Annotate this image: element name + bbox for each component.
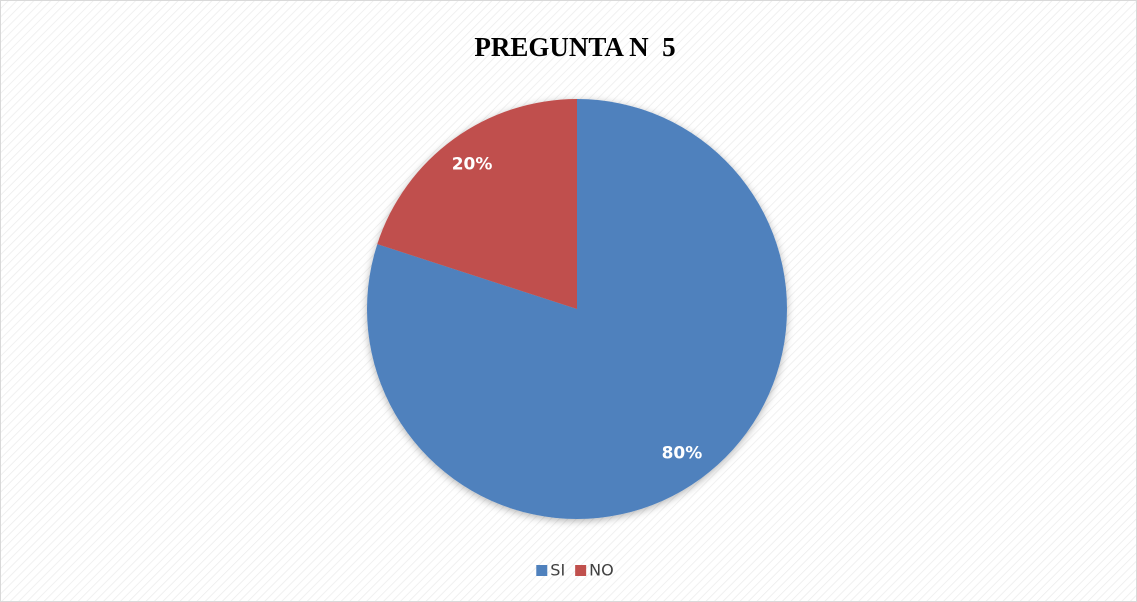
pie-slice bbox=[377, 99, 577, 309]
legend-swatch bbox=[575, 565, 587, 576]
legend-label: SI bbox=[550, 561, 565, 580]
data-label: 80% bbox=[662, 443, 703, 463]
legend-swatch bbox=[536, 565, 548, 576]
legend-label: NO bbox=[589, 561, 614, 580]
data-label: 20% bbox=[452, 155, 493, 175]
pie bbox=[366, 99, 787, 519]
chart-title: PREGUNTA N 5 bbox=[474, 32, 675, 62]
